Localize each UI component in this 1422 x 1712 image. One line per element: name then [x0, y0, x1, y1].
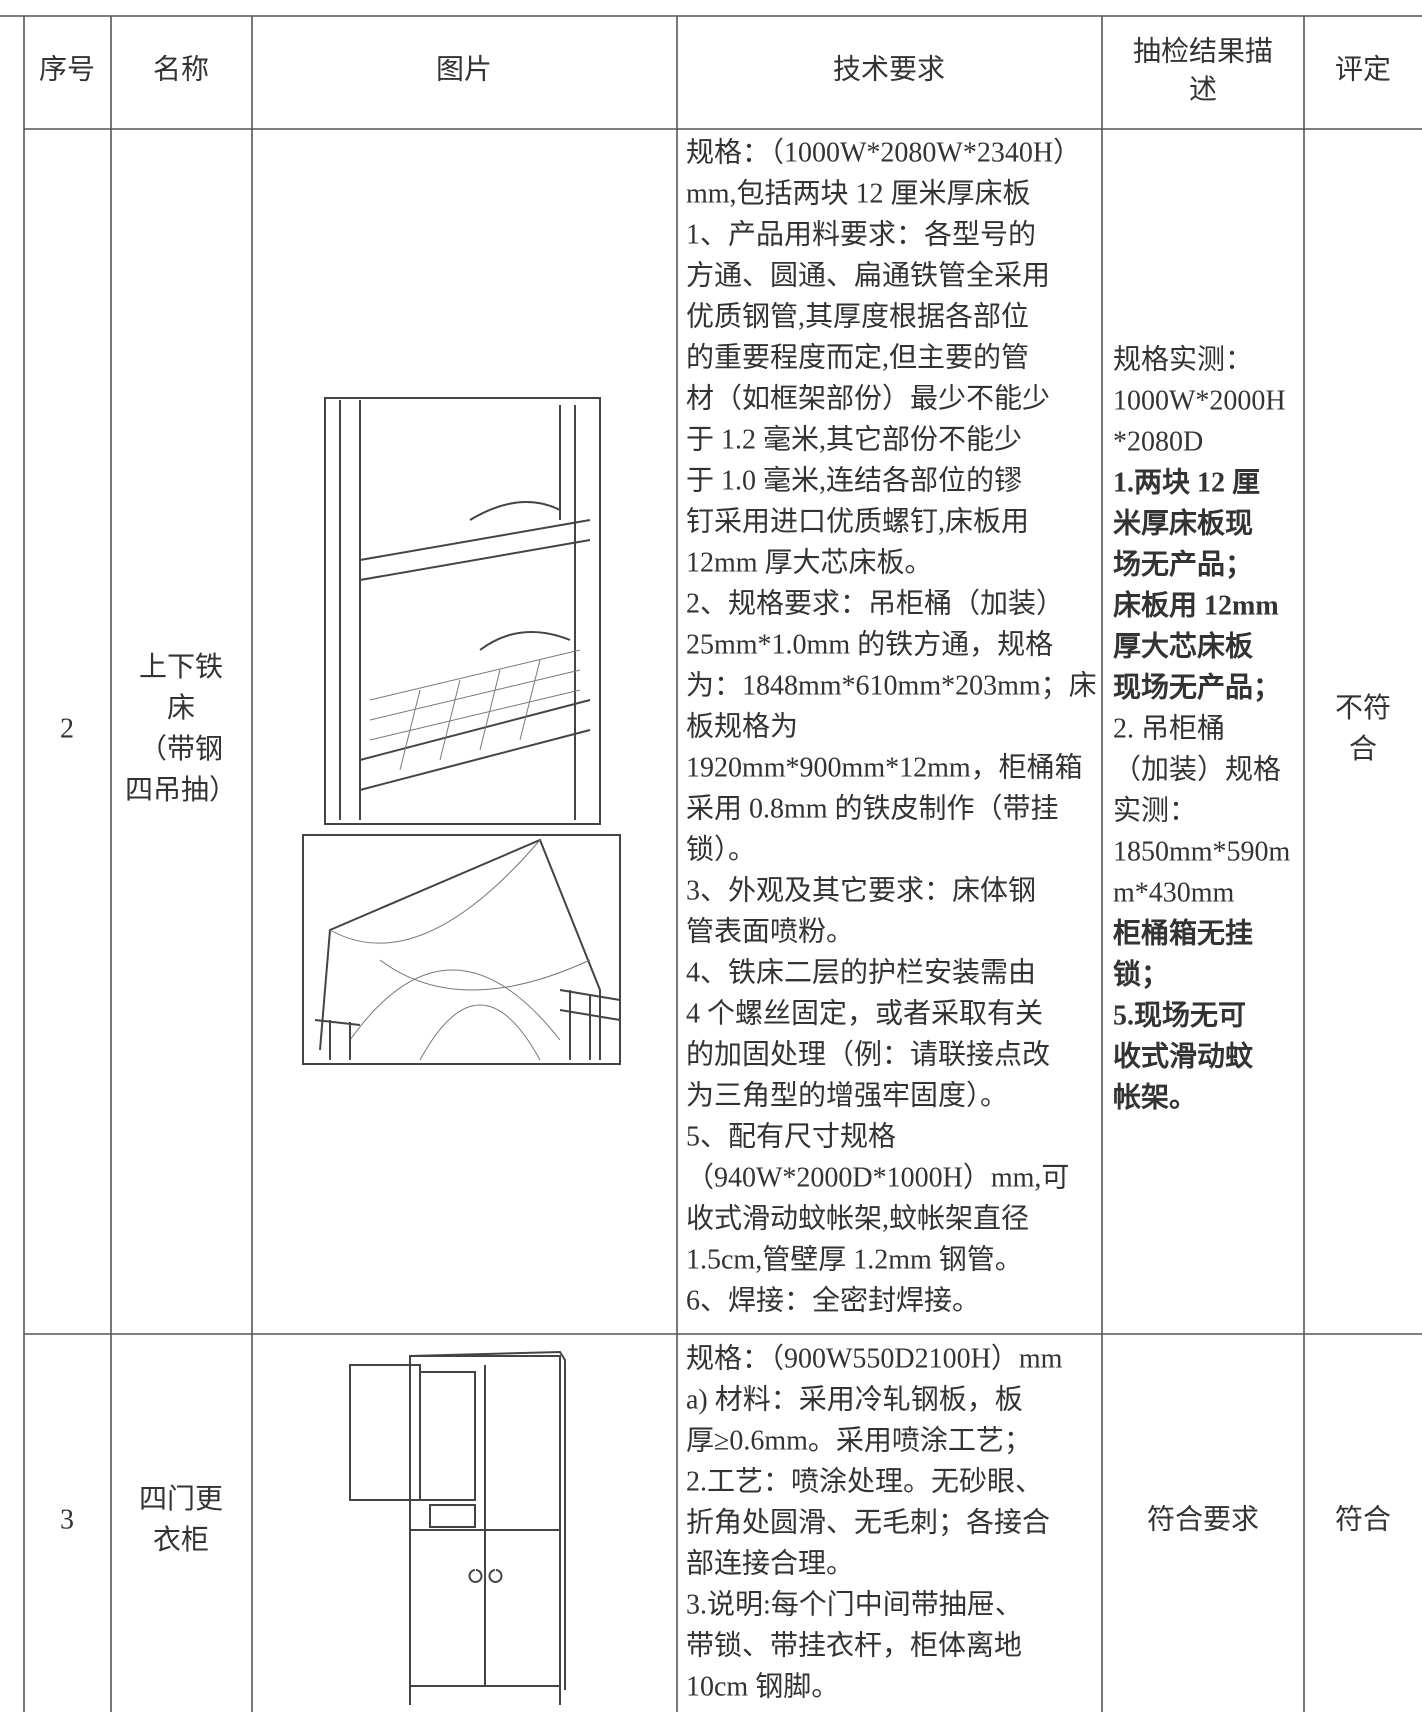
requirement-line: 10cm 钢脚。: [686, 1670, 839, 1702]
requirement-line: 25mm*1.0mm 的铁方通，规格: [686, 628, 1053, 660]
requirement-line: 1、产品用料要求：各型号的: [686, 218, 1036, 250]
bunk-bed-picture: [302, 397, 621, 1065]
requirement-line: 的重要程度而定,但主要的管: [686, 341, 1029, 373]
requirement-line: 4 个螺丝固定，或者采取有关: [686, 997, 1043, 1029]
result-line: 场无产品；: [1113, 548, 1253, 580]
result-line: 实测：: [1113, 794, 1197, 826]
result-line: 锁；: [1113, 957, 1169, 990]
requirement-line: （940W*2000D*1000H）mm,可: [686, 1161, 1069, 1193]
item-name: 床: [167, 692, 195, 724]
requirement-line: 方通、圆通、扁通铁管全采用: [686, 259, 1050, 291]
header-cell: 名称: [153, 53, 209, 85]
header-cell: 图片: [436, 53, 492, 85]
result-line: 现场无产品；: [1113, 671, 1281, 703]
requirement-line: 12mm 厚大芯床板。: [686, 546, 933, 578]
requirement-line: 3、外观及其它要求：床体钢: [686, 874, 1036, 906]
item-name: 四门更: [139, 1483, 223, 1515]
result-line: m*430mm: [1113, 877, 1235, 908]
requirement-line: 2.工艺：喷涂处理。无砂眼、: [686, 1465, 1043, 1497]
row-number: 2: [60, 713, 74, 744]
result-line: 收式滑动蚊: [1113, 1039, 1254, 1072]
result-line: 符合要求: [1147, 1503, 1259, 1535]
requirement-line: mm,包括两块 12 厘米厚床板: [686, 177, 1031, 209]
requirement-line: 于 1.2 毫米,其它部份不能少: [686, 423, 1022, 455]
requirement-line: 1920mm*900mm*12mm，柜桶箱: [686, 751, 1083, 783]
header-cell: 述: [1189, 73, 1217, 105]
result-line: 厚大芯床板: [1113, 629, 1253, 662]
wardrobe-picture: [349, 1350, 566, 1705]
header-cell: 抽检结果描: [1133, 35, 1273, 67]
item-name: （带钢: [139, 733, 223, 765]
result-line: 床板用 12mm: [1113, 588, 1279, 621]
result-line: 帐架。: [1113, 1081, 1197, 1113]
requirement-line: 优质钢管,其厚度根据各部位: [686, 300, 1029, 332]
requirement-line: a) 材料：采用冷轧钢板，板: [686, 1383, 1023, 1415]
result-line: 规格实测：: [1113, 343, 1253, 375]
table-grid: [0, 15, 1422, 1712]
rating: 符合: [1335, 1503, 1391, 1535]
requirement-line: 为：1848mm*610mm*203mm；床: [686, 669, 1097, 701]
requirement-line: 管表面喷粉。: [686, 915, 854, 947]
item-name: 四吊抽）: [125, 774, 237, 806]
requirement-line: 收式滑动蚊帐架,蚊帐架直径: [686, 1202, 1029, 1234]
requirement-line: 折角处圆滑、无毛刺；各接合: [686, 1506, 1050, 1538]
requirement-line: 3.说明:每个门中间带抽屉、: [686, 1588, 1023, 1620]
item-name: 衣柜: [153, 1524, 209, 1556]
requirement-line: 的加固处理（例：请联接点改: [686, 1038, 1050, 1070]
result-line: 2. 吊柜桶: [1113, 712, 1225, 744]
header-cell: 技术要求: [833, 53, 945, 85]
requirement-line: 规格：（900W550D2100H）mm: [686, 1342, 1063, 1374]
requirement-line: 6、焊接：全密封焊接。: [686, 1284, 980, 1316]
requirement-line: 钉采用进口优质螺钉,床板用: [686, 505, 1029, 537]
row-number: 3: [60, 1504, 74, 1535]
result-line: 1.两块 12 厘: [1113, 466, 1260, 498]
requirement-line: 部连接合理。: [686, 1547, 854, 1579]
requirement-line: 规格：（1000W*2080W*2340H）: [686, 136, 1081, 168]
rating: 不符: [1335, 692, 1391, 724]
requirement-line: 5、配有尺寸规格: [686, 1120, 896, 1152]
result-line: 1850mm*590m: [1113, 836, 1291, 867]
result-line: 5.现场无可: [1113, 999, 1246, 1031]
result-line: 柜桶箱无挂: [1113, 916, 1253, 949]
requirement-line: 1.5cm,管壁厚 1.2mm 钢管。: [686, 1243, 1023, 1275]
header-cell: 序号: [39, 53, 95, 85]
item-name: 上下铁: [139, 651, 223, 683]
result-line: *2080D: [1113, 426, 1203, 457]
requirement-line: 锁）。: [686, 833, 756, 865]
requirement-line: 采用 0.8mm 的铁皮制作（带挂: [686, 792, 1059, 824]
header-cell: 评定: [1335, 53, 1391, 85]
requirement-line: 材（如框架部份）最少不能少: [686, 382, 1050, 414]
requirement-line: 4、铁床二层的护栏安装需由: [686, 956, 1036, 988]
requirement-line: 为三角型的增强牢固度）。: [686, 1079, 1008, 1111]
rating: 合: [1349, 733, 1377, 765]
requirement-line: 2、规格要求：吊柜桶（加装）: [686, 587, 1064, 619]
requirement-line: 厚≥0.6mm。采用喷涂工艺；: [686, 1424, 1032, 1456]
result-line: 米厚床板现: [1113, 506, 1253, 539]
requirement-line: 带锁、带挂衣杆，柜体离地: [686, 1629, 1022, 1661]
result-line: （加装）规格: [1113, 753, 1281, 785]
result-line: 1000W*2000H: [1113, 385, 1286, 416]
requirement-line: 板规格为: [686, 710, 798, 742]
requirement-line: 于 1.0 毫米,连结各部位的镠: [686, 464, 1022, 496]
